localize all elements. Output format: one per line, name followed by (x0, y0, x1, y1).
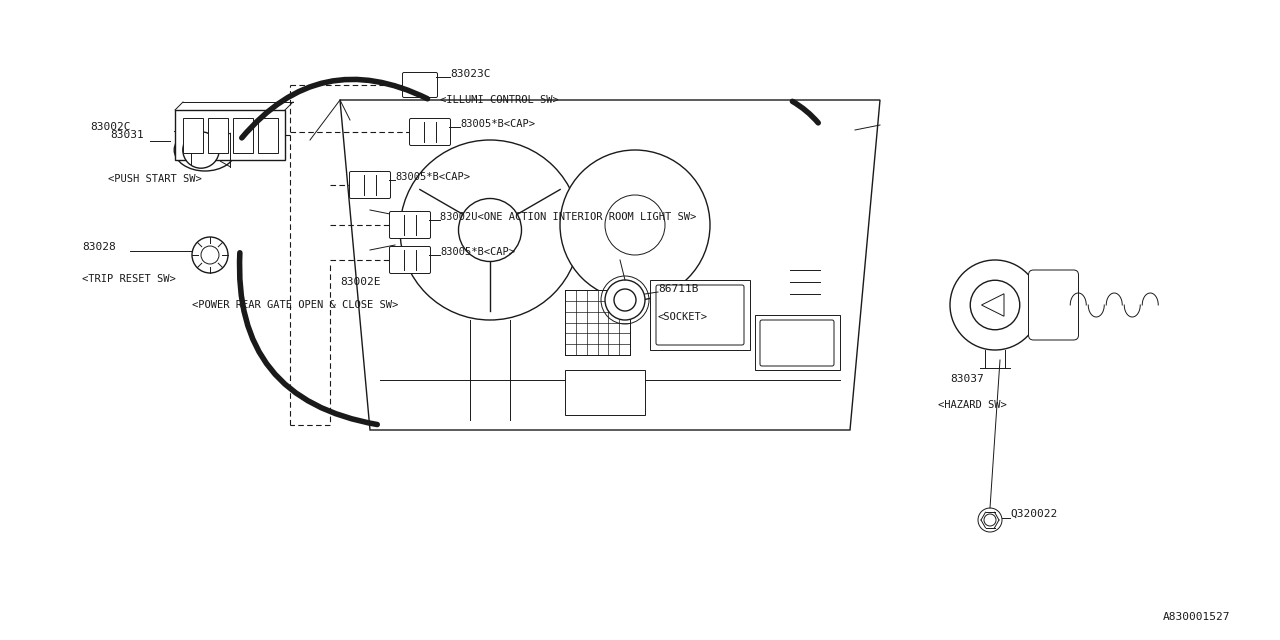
Text: 86711B: 86711B (658, 284, 699, 294)
FancyBboxPatch shape (389, 211, 430, 239)
Bar (564, 290, 630, 355)
Text: 83005*B<CAP>: 83005*B<CAP> (396, 172, 470, 182)
Text: 83005*B<CAP>: 83005*B<CAP> (440, 247, 515, 257)
FancyBboxPatch shape (402, 72, 438, 97)
FancyBboxPatch shape (760, 320, 835, 366)
FancyArrowPatch shape (792, 101, 818, 123)
Circle shape (201, 246, 219, 264)
Bar (207, 118, 228, 152)
Bar (755, 315, 840, 370)
Circle shape (978, 508, 1002, 532)
FancyBboxPatch shape (389, 246, 430, 273)
Polygon shape (340, 100, 881, 430)
Bar (175, 110, 285, 160)
Text: 83002U<ONE ACTION INTERIOR ROOM LIGHT SW>: 83002U<ONE ACTION INTERIOR ROOM LIGHT SW… (440, 212, 696, 222)
Ellipse shape (174, 129, 236, 171)
Text: <ILLUMI CONTROL SW>: <ILLUMI CONTROL SW> (440, 95, 559, 105)
Circle shape (192, 237, 228, 273)
Text: <TRIP RESET SW>: <TRIP RESET SW> (82, 274, 175, 284)
Text: Q320022: Q320022 (1010, 509, 1057, 519)
Text: 83005*B<CAP>: 83005*B<CAP> (460, 119, 535, 129)
Text: 83031: 83031 (110, 130, 143, 140)
Text: <HAZARD SW>: <HAZARD SW> (938, 400, 1007, 410)
Circle shape (605, 195, 666, 255)
Circle shape (561, 150, 710, 300)
Bar (650, 280, 750, 350)
Text: 83028: 83028 (82, 242, 115, 252)
FancyArrowPatch shape (239, 253, 378, 424)
Circle shape (183, 132, 219, 168)
Text: 83023C: 83023C (451, 69, 490, 79)
Bar (257, 118, 278, 152)
Text: 83002E: 83002E (340, 277, 380, 287)
FancyBboxPatch shape (410, 118, 451, 145)
Text: <PUSH START SW>: <PUSH START SW> (108, 174, 202, 184)
Text: 83037: 83037 (950, 374, 984, 384)
Circle shape (970, 280, 1020, 330)
FancyBboxPatch shape (657, 285, 744, 345)
FancyArrowPatch shape (242, 79, 428, 138)
Circle shape (614, 289, 636, 311)
Circle shape (950, 260, 1039, 350)
Text: <POWER REAR GATE OPEN & CLOSE SW>: <POWER REAR GATE OPEN & CLOSE SW> (192, 300, 398, 310)
Circle shape (605, 280, 645, 320)
Text: 83002C: 83002C (90, 122, 131, 132)
Circle shape (984, 514, 996, 526)
Bar (233, 118, 252, 152)
Text: <SOCKET>: <SOCKET> (658, 312, 708, 322)
Bar (183, 118, 202, 152)
Circle shape (399, 140, 580, 320)
Text: A830001527: A830001527 (1162, 612, 1230, 622)
FancyBboxPatch shape (1029, 270, 1079, 340)
Bar (564, 370, 645, 415)
FancyBboxPatch shape (349, 172, 390, 198)
Circle shape (458, 198, 521, 262)
